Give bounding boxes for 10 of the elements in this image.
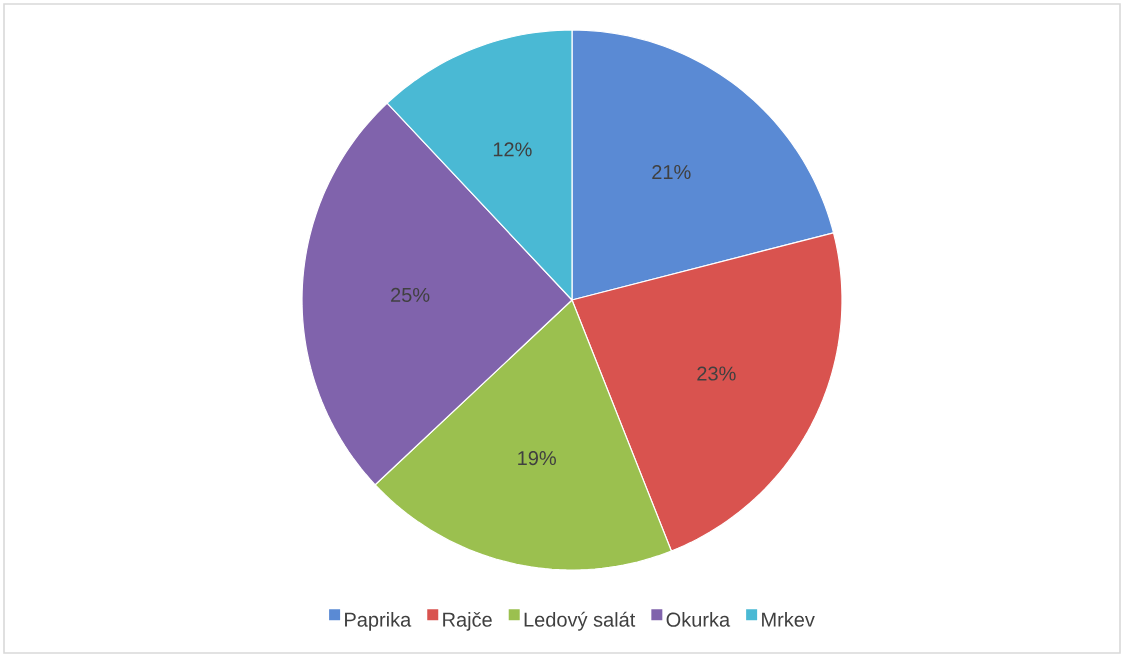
- legend-label: Paprika: [345, 612, 412, 631]
- data-label: 19%: [518, 451, 556, 466]
- legend-label: Mrkev: [762, 612, 815, 627]
- data-label: 21%: [652, 164, 691, 180]
- legend-label: Okurka: [666, 612, 731, 627]
- legend-label: Ledový salát: [524, 611, 636, 631]
- data-label: 23%: [697, 366, 736, 381]
- data-label: 25%: [391, 287, 430, 302]
- legend-label: Rajče: [443, 612, 492, 631]
- data-label: 12%: [493, 142, 532, 157]
